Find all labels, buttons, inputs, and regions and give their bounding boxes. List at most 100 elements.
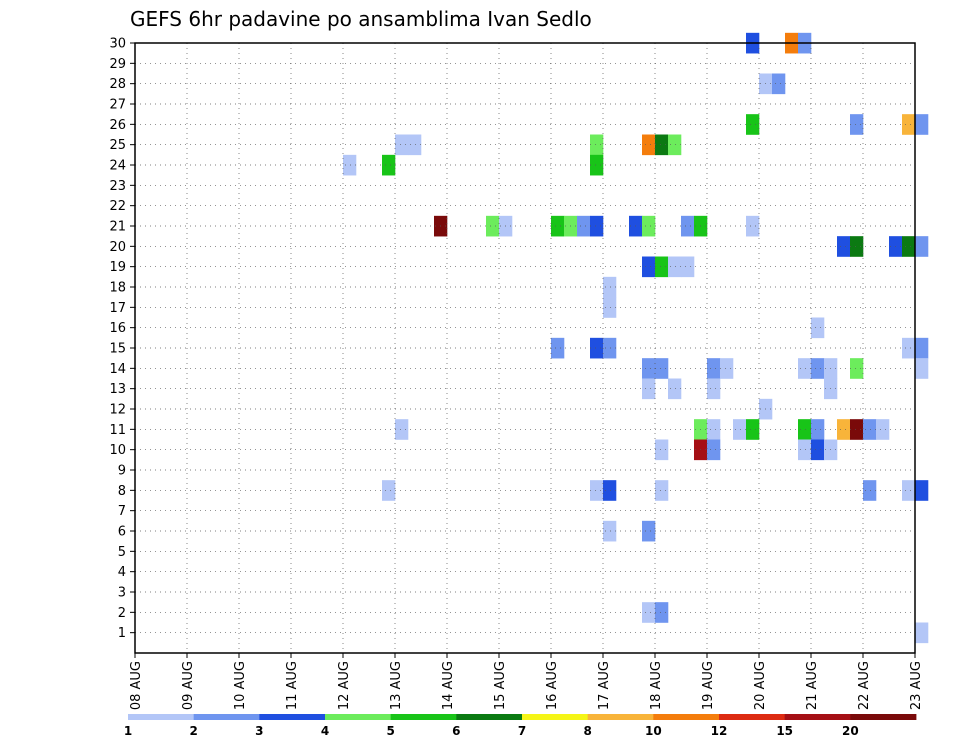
heatmap-cell (746, 114, 760, 135)
y-tick-label: 21 (109, 220, 126, 235)
heatmap-cell (811, 317, 825, 339)
heatmap-cell (395, 419, 409, 440)
x-axis: 08 AUG 09 AUG 10 AUG 11 AUG 12 AUG 13 AUG 14 A… (129, 653, 924, 710)
heatmap-cell (590, 134, 604, 156)
heatmap-cells (343, 32, 929, 644)
heatmap-cell (382, 480, 396, 501)
colorbar-segment (193, 714, 260, 720)
x-tick-label: 19 AUG (701, 661, 716, 710)
heatmap-cell (668, 134, 682, 156)
heatmap-cell (746, 215, 760, 237)
heatmap-cell (603, 480, 617, 501)
heatmap-cell (668, 378, 682, 400)
heatmap-cell (720, 358, 734, 379)
heatmap-cell (642, 602, 656, 623)
heatmap-cell (603, 276, 617, 298)
y-tick-label: 5 (118, 545, 126, 560)
heatmap-cell (902, 114, 916, 135)
heatmap-cell (655, 439, 669, 461)
chart-title: GEFS 6hr padavine po ansamblima Ivan Sed… (130, 7, 592, 31)
y-tick-label: 4 (118, 565, 126, 580)
heatmap-cell (902, 236, 916, 257)
colorbar-label: 2 (189, 724, 197, 738)
heatmap-cell (577, 215, 591, 237)
x-tick-label: 23 AUG (909, 661, 924, 710)
colorbar-label: 4 (321, 724, 329, 738)
y-tick-label: 27 (109, 98, 126, 113)
heatmap-cell (798, 358, 812, 379)
x-tick-label: 11 AUG (285, 661, 300, 710)
heatmap-cell (746, 419, 760, 440)
y-tick-label: 14 (109, 362, 126, 377)
x-tick-label: 10 AUG (233, 661, 248, 710)
heatmap-cell (915, 337, 929, 359)
y-tick-label: 24 (109, 159, 126, 174)
heatmap-cell (655, 134, 669, 156)
heatmap-cell (798, 419, 812, 440)
heatmap-cell (655, 256, 669, 278)
y-tick-label: 29 (109, 57, 126, 72)
x-tick-label: 12 AUG (337, 661, 352, 710)
y-tick-label: 9 (118, 464, 126, 479)
heatmap-cell (551, 337, 565, 359)
heatmap-cell (707, 439, 721, 461)
grid-lines (134, 42, 916, 653)
heatmap-cell (811, 419, 825, 440)
plot-frame (134, 42, 916, 654)
heatmap-cell (655, 602, 669, 623)
heatmap-cell (590, 154, 604, 176)
heatmap-cell (850, 236, 864, 257)
heatmap-cell (551, 215, 565, 237)
x-tick-label: 20 AUG (753, 661, 768, 710)
heatmap-cell (850, 358, 864, 379)
y-tick-label: 3 (118, 586, 126, 601)
y-tick-label: 26 (109, 118, 126, 133)
heatmap-cell (395, 134, 409, 156)
heatmap-cell (668, 256, 682, 278)
heatmap-cell (811, 358, 825, 379)
y-tick-label: 30 (109, 37, 126, 52)
heatmap-cell (642, 215, 656, 237)
y-tick-label: 1 (118, 626, 126, 641)
heatmap-cell (590, 337, 604, 359)
heatmap-cell (772, 73, 786, 95)
colorbar: 1 2 3 4 5 6 7 8 10 12 15 20 (124, 714, 917, 738)
heatmap-cell (902, 480, 916, 501)
heatmap-cell (915, 114, 929, 135)
heatmap-cell (681, 215, 695, 237)
heatmap-cell (707, 378, 721, 400)
colorbar-label: 3 (255, 724, 263, 738)
y-tick-label: 13 (109, 382, 126, 397)
y-tick-label: 2 (118, 606, 126, 621)
y-tick-label: 11 (109, 423, 126, 438)
y-tick-label: 17 (109, 301, 126, 316)
y-tick-label: 19 (109, 260, 126, 275)
heatmap-cell (486, 215, 500, 237)
y-tick-label: 20 (109, 240, 126, 255)
heatmap-cell (590, 215, 604, 237)
heatmap-cell (863, 480, 877, 501)
heatmap-cell (707, 419, 721, 440)
colorbar-segment (325, 714, 392, 720)
heatmap-cell (850, 114, 864, 135)
colorbar-segment (719, 714, 786, 720)
colorbar-label: 5 (386, 724, 394, 738)
colorbar-segment (390, 714, 457, 720)
colorbar-label: 1 (124, 724, 132, 738)
heatmap-cell (655, 480, 669, 501)
x-tick-label: 21 AUG (805, 661, 820, 710)
heatmap-cell (642, 378, 656, 400)
heatmap-cell (642, 134, 656, 156)
heatmap-cell (837, 419, 851, 440)
x-tick-label: 15 AUG (493, 661, 508, 710)
colorbar-label: 7 (518, 724, 526, 738)
heatmap-cell (655, 358, 669, 379)
heatmap-cell (863, 419, 877, 440)
colorbar-segment (653, 714, 720, 720)
x-tick-label: 08 AUG (129, 661, 144, 710)
y-tick-label: 25 (109, 138, 126, 153)
x-tick-label: 22 AUG (857, 661, 872, 710)
heatmap-cell (733, 419, 747, 440)
x-tick-label: 13 AUG (389, 661, 404, 710)
